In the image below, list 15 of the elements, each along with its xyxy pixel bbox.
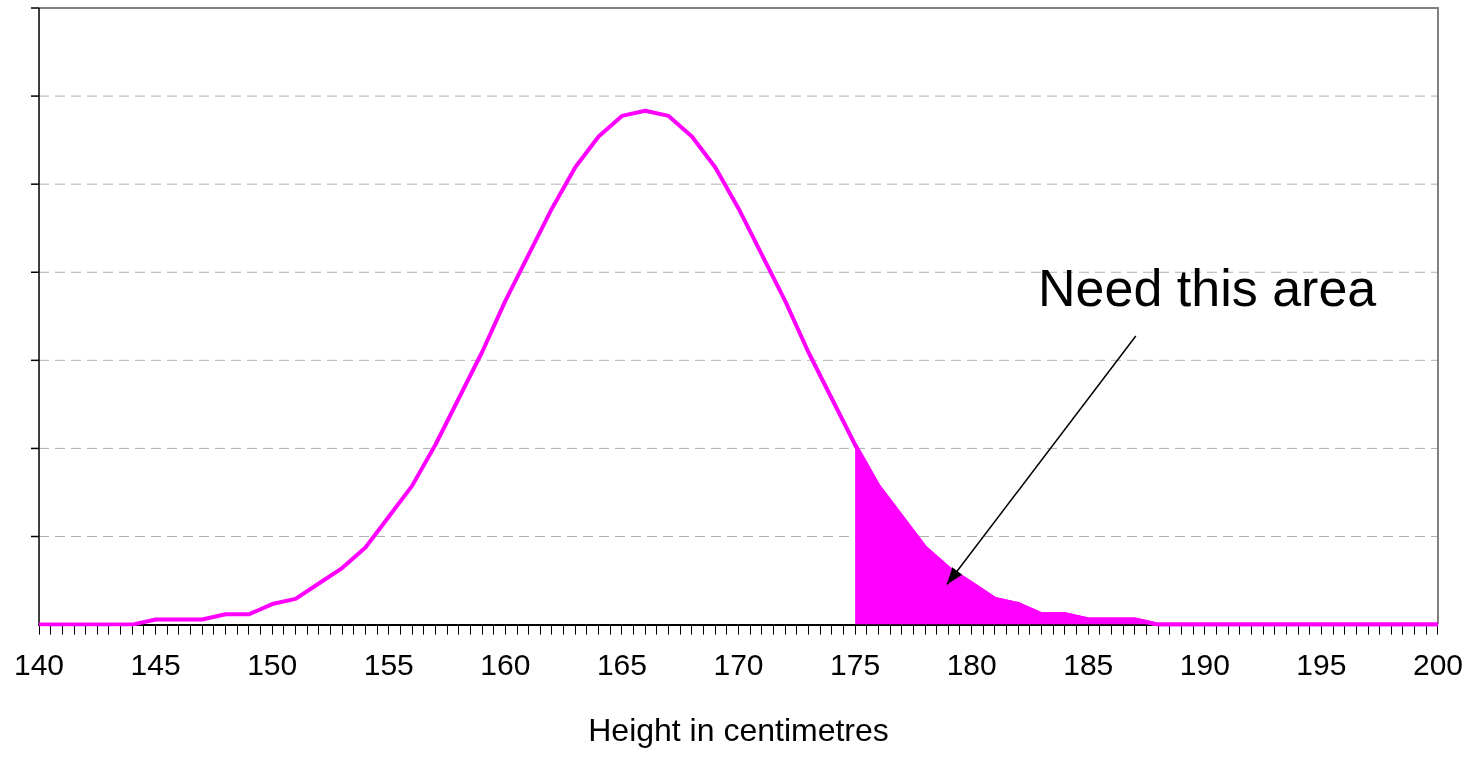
x-tick-label: 150 (247, 647, 298, 681)
x-tick-label: 160 (480, 647, 531, 681)
x-tick-label: 145 (130, 647, 181, 681)
x-tick-label: 140 (14, 647, 65, 681)
x-tick-label: 165 (596, 647, 647, 681)
x-tick-label: 180 (946, 647, 997, 681)
x-tick-label: 200 (1412, 647, 1463, 681)
x-tick-label: 190 (1179, 647, 1230, 681)
x-tick-label: 175 (830, 647, 881, 681)
x-tick-label: 185 (1063, 647, 1114, 681)
annotation: Need this area (1038, 258, 1377, 317)
x-tick-label: 195 (1296, 647, 1347, 681)
x-tick-label: 170 (713, 647, 764, 681)
x-tick-label: 155 (363, 647, 414, 681)
x-axis-title: Height in centimetres (588, 711, 889, 748)
